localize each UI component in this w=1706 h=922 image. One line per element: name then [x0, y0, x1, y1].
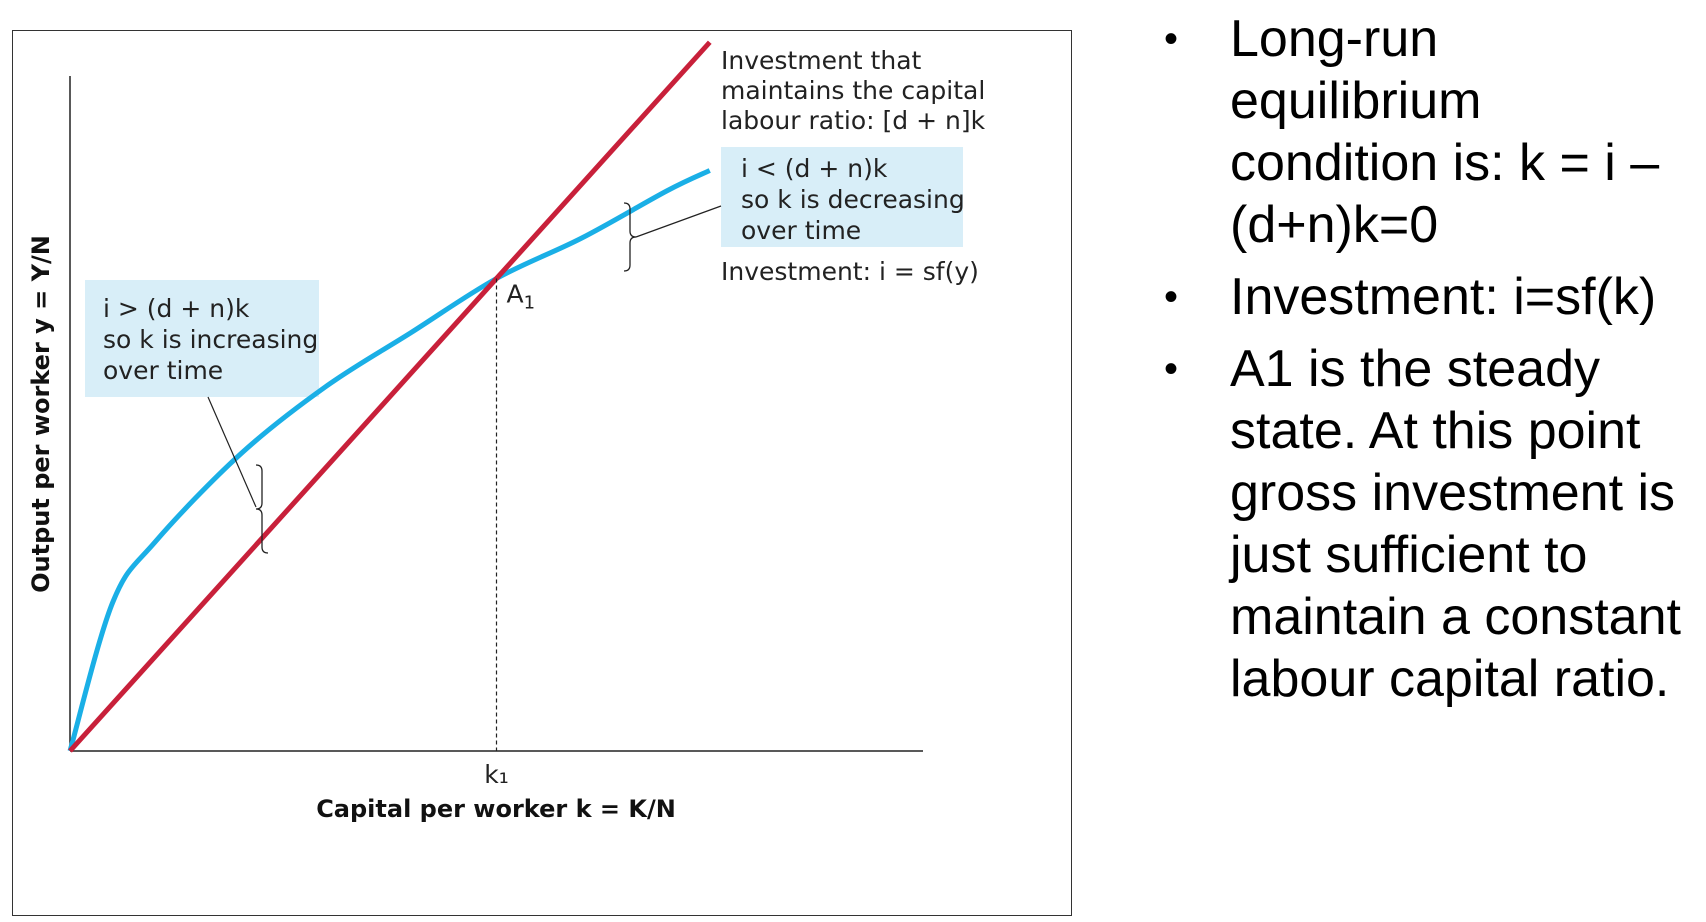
bullet-item: • Investment: i=sf(k) [1120, 266, 1700, 328]
left-box-line-2: so k is increasing [103, 325, 318, 354]
y-axis-title: Output per worker y = Y/N [27, 235, 55, 593]
chart-figure: Investment that maintains the capital la… [12, 30, 1072, 916]
bullet-list: • Long-run equilibrium condition is: k = … [1120, 8, 1700, 720]
right-box-line-3: over time [741, 216, 861, 245]
investment-curve [67, 168, 711, 752]
x-tick-k1: k₁ [484, 760, 509, 789]
right-box-line-1: i < (d + n)k [741, 154, 888, 183]
bullet-text: A1 is the steady state. At this point gr… [1230, 340, 1681, 708]
right-annotation-box [721, 147, 963, 247]
bullet-text: Long-run equilibrium condition is: k = i… [1230, 10, 1660, 254]
steady-state-subscript: 1 [524, 293, 535, 314]
left-gap-brace [255, 464, 269, 554]
bullet-dot-icon: • [1164, 275, 1179, 319]
left-leader-line [207, 396, 257, 508]
chart-svg: Investment that maintains the capital la… [27, 40, 986, 823]
bullet-dot-icon: • [1164, 17, 1179, 61]
bullet-text: Investment: i=sf(k) [1230, 268, 1657, 326]
line-label-2: maintains the capital [721, 76, 985, 105]
bullet-item: • A1 is the steady state. At this point g… [1120, 338, 1700, 710]
right-box-line-2: so k is decreasing [741, 185, 965, 214]
line-label-3: labour ratio: [d + n]k [721, 106, 986, 135]
curve-label: Investment: i = sf(y) [721, 257, 979, 286]
steady-state-letter: A [507, 280, 524, 309]
steady-state-label: A1 [507, 280, 536, 314]
left-annotation-box [85, 280, 319, 397]
left-box-line-3: over time [103, 356, 223, 385]
right-leader-line [635, 205, 722, 238]
series-layer [67, 40, 712, 753]
bullet-item: • Long-run equilibrium condition is: k = … [1120, 8, 1700, 256]
maintenance-line [68, 40, 712, 753]
x-axis-title: Capital per worker k = K/N [316, 795, 676, 823]
line-label-1: Investment that [721, 46, 922, 75]
left-box-line-1: i > (d + n)k [103, 294, 250, 323]
bullet-dot-icon: • [1164, 347, 1179, 391]
